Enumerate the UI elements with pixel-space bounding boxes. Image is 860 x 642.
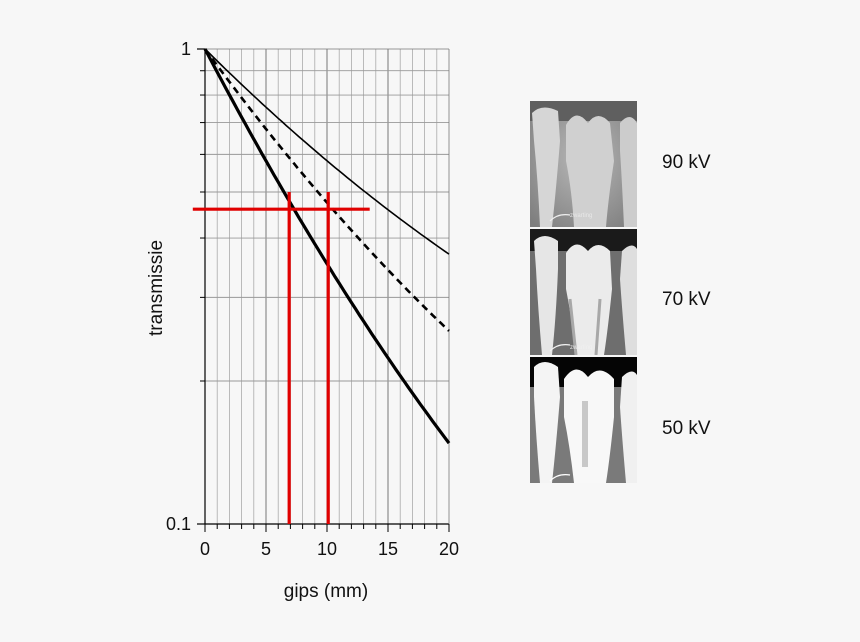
chart-annotations [192,191,370,524]
xray-image-50kv [530,357,637,483]
x-tick-label: 0 [200,539,210,559]
x-tick-label: 20 [439,539,459,559]
chart-grid [205,49,449,524]
xray-50kv-picture [530,357,637,483]
kv-label-90: 90 kV [662,152,711,173]
xray-image-70kv: zwarting [530,229,637,355]
chart-axes [197,48,450,532]
kv-label-70: 70 kV [662,289,711,310]
x-axis-label: gips (mm) [284,581,368,602]
series-line-1 [204,48,450,255]
kv-label-50: 50 kV [662,418,711,439]
x-tick-label: 10 [317,539,337,559]
y-axis-label: transmissie [146,240,167,336]
xray-image-90kv: zwarting [530,101,637,227]
svg-text:zwarting: zwarting [570,345,592,351]
xray-90kv-picture: zwarting [530,101,637,227]
xray-70kv-picture: zwarting [530,229,637,355]
y-tick-label: 0.1 [166,514,191,534]
chart-tick-labels: 0 5 10 15 20 1 0.1 [166,39,459,559]
svg-text:zwarting: zwarting [570,213,592,219]
x-tick-label: 15 [378,539,398,559]
y-tick-label: 1 [181,39,191,59]
x-tick-label: 5 [261,539,271,559]
